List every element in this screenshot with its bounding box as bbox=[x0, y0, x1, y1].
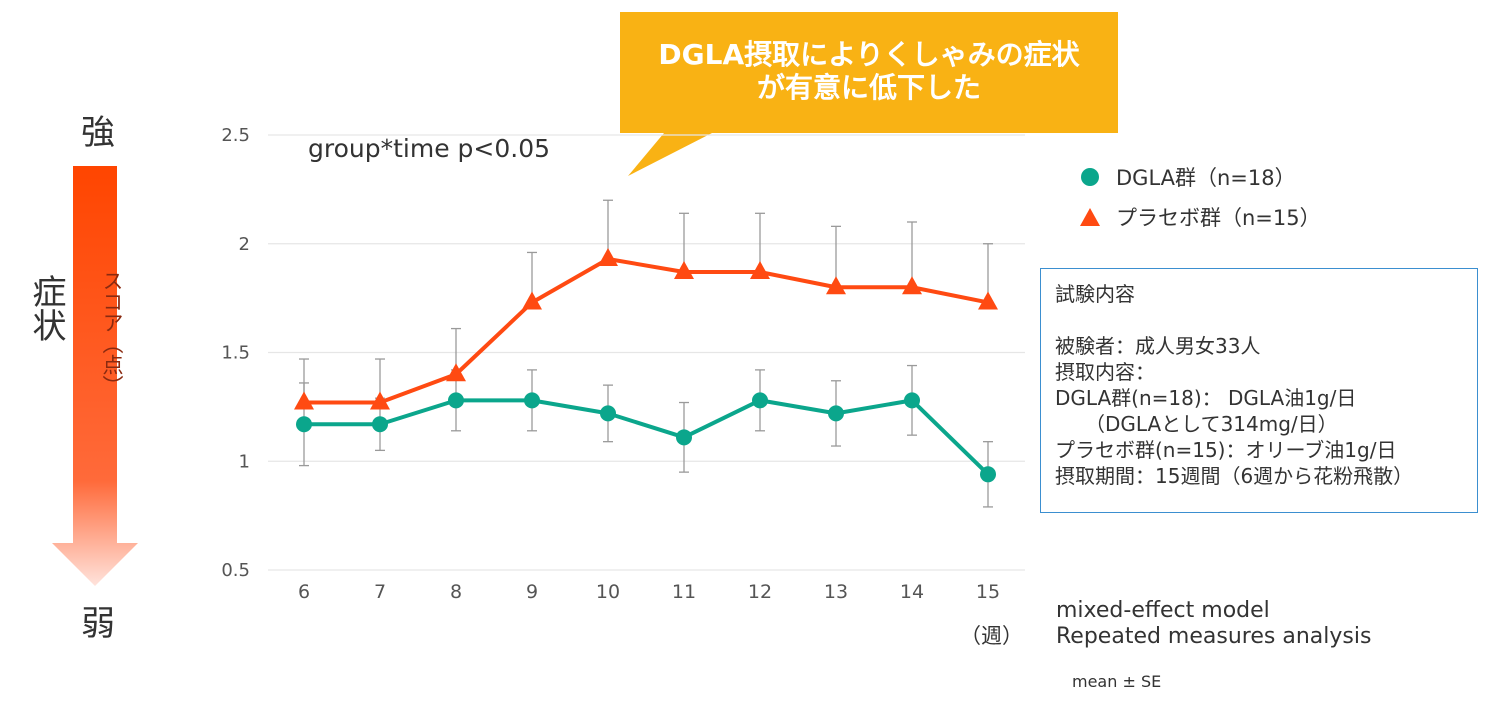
strong-label: 強 bbox=[81, 113, 115, 153]
data-point bbox=[294, 391, 314, 410]
series-line bbox=[304, 256, 989, 405]
data-point bbox=[980, 466, 996, 483]
y-tick-label: 1.5 bbox=[221, 343, 250, 364]
series-dgla bbox=[296, 364, 996, 508]
legend-triangle-marker-icon bbox=[1080, 208, 1100, 226]
model-note: mixed-effect model bbox=[1056, 598, 1270, 623]
data-point bbox=[372, 416, 388, 433]
x-axis-unit: （週） bbox=[960, 624, 1023, 648]
axis-layer: 0.5 1 1.5 2 2.5 6 7 8 9 10 11 12 13 14 15 bbox=[221, 125, 1000, 603]
info-line: DGLA群(n=18)： DGLA油1g/日 bbox=[1055, 386, 1357, 410]
info-line: プラセボ群(n=15)：オリーブ油1g/日 bbox=[1055, 438, 1397, 462]
x-tick-label: 10 bbox=[596, 581, 620, 603]
score-label: スコア（点） bbox=[100, 270, 124, 396]
x-tick-label: 13 bbox=[824, 581, 848, 603]
y-tick-label: 0.5 bbox=[221, 560, 250, 581]
data-point bbox=[674, 261, 694, 280]
symptom-scale-arrow bbox=[52, 166, 138, 586]
data-point bbox=[978, 291, 998, 310]
y-tick-label: 1 bbox=[239, 451, 250, 472]
legend-item-placebo: プラセボ群（n=15） bbox=[1078, 202, 1321, 232]
data-point bbox=[296, 416, 312, 433]
data-point bbox=[902, 276, 922, 295]
data-point bbox=[676, 429, 692, 446]
interaction-stat: group*time p<0.05 bbox=[308, 134, 551, 163]
legend-label-placebo: プラセボ群（n=15） bbox=[1116, 206, 1321, 230]
series-layer bbox=[294, 199, 998, 508]
legend-circle-marker-icon bbox=[1081, 168, 1099, 186]
y-tick-label: 2 bbox=[239, 234, 250, 255]
legend-item-dgla: DGLA群（n=18） bbox=[1078, 162, 1296, 192]
symptom-label: 症状 bbox=[26, 274, 66, 342]
data-point bbox=[600, 405, 616, 422]
x-tick-label: 12 bbox=[748, 581, 772, 603]
x-tick-label: 15 bbox=[976, 581, 1000, 603]
x-tick-label: 8 bbox=[450, 581, 462, 603]
analysis-note: Repeated measures analysis bbox=[1056, 624, 1372, 649]
info-line: （DGLAとして314mg/日） bbox=[1055, 412, 1338, 436]
data-point bbox=[828, 405, 844, 422]
x-tick-label: 14 bbox=[900, 581, 924, 603]
series-line bbox=[304, 398, 990, 476]
legend-label-dgla: DGLA群（n=18） bbox=[1116, 166, 1296, 190]
data-point bbox=[598, 247, 618, 266]
y-tick-label: 2.5 bbox=[221, 125, 250, 146]
data-point bbox=[752, 392, 768, 409]
callout-line-2: が有意に低下した bbox=[756, 71, 981, 104]
x-tick-label: 7 bbox=[374, 581, 386, 603]
info-line: 摂取内容： bbox=[1055, 360, 1155, 384]
x-tick-label: 9 bbox=[526, 581, 538, 603]
data-point bbox=[446, 363, 466, 382]
info-line: 摂取期間：15週間（6週から花粉飛散） bbox=[1055, 464, 1414, 488]
data-point bbox=[904, 392, 920, 409]
grid-layer bbox=[268, 134, 1025, 571]
x-tick-label: 11 bbox=[672, 581, 696, 603]
data-point bbox=[370, 391, 390, 410]
info-line: 被験者：成人男女33人 bbox=[1055, 334, 1261, 358]
callout-bubble bbox=[620, 12, 1118, 176]
data-point bbox=[448, 392, 464, 409]
data-point bbox=[524, 392, 540, 409]
weak-label: 弱 bbox=[81, 604, 115, 644]
data-point bbox=[750, 261, 770, 280]
study-info-box: 試験内容 ​ 被験者：成人男女33人 摂取内容： DGLA群(n=18)： DG… bbox=[1040, 268, 1478, 513]
info-line: ​ bbox=[1055, 307, 1463, 333]
x-tick-label: 6 bbox=[298, 581, 310, 603]
mean-se-note: mean ± SE bbox=[1072, 672, 1162, 691]
series-placebo bbox=[294, 199, 998, 410]
data-point bbox=[522, 291, 542, 310]
info-line: 試験内容 bbox=[1055, 282, 1135, 306]
data-point bbox=[826, 276, 846, 295]
callout-line-1: DGLA摂取によりくしゃみの症状 bbox=[658, 38, 1080, 71]
callout-message: DGLA摂取によりくしゃみの症状 が有意に低下した bbox=[620, 38, 1118, 104]
